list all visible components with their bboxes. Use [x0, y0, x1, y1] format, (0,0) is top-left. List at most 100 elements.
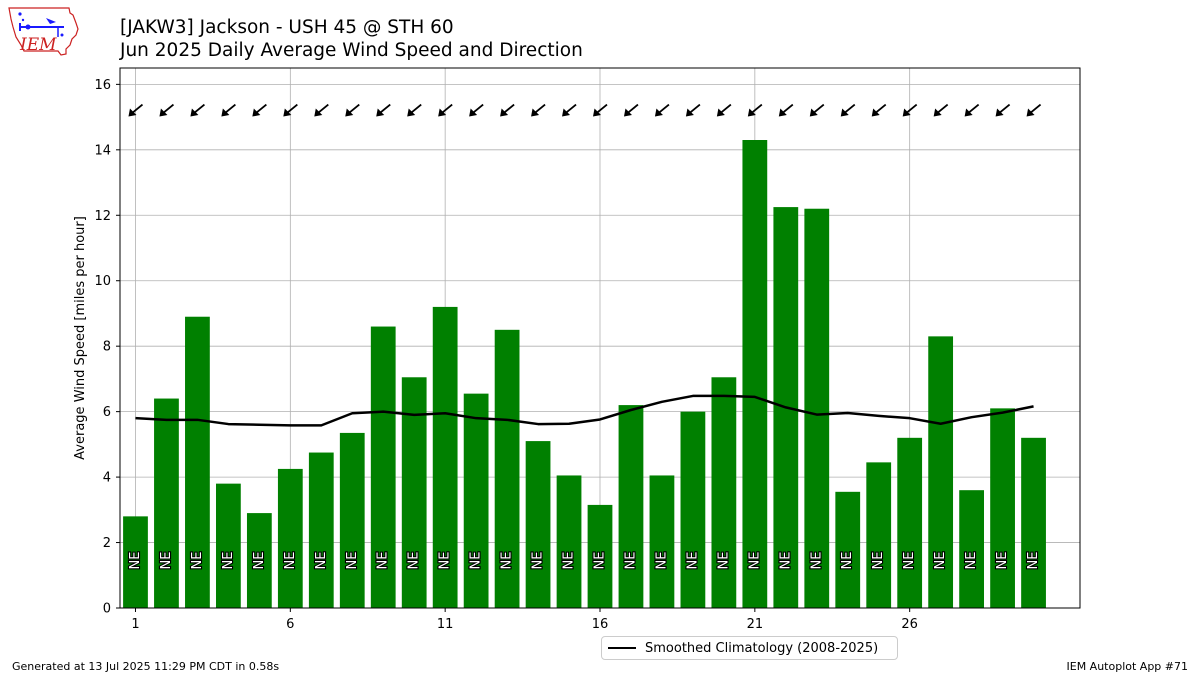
wind-speed-bar: [370, 326, 396, 608]
direction-arrow: [314, 103, 329, 117]
x-tick-label: 6: [286, 617, 294, 632]
direction-arrow: [623, 103, 639, 117]
direction-label: NE: [190, 552, 205, 570]
wind-speed-bar: [185, 316, 210, 608]
direction-arrow-head: [128, 108, 137, 117]
y-tick-label: 6: [103, 405, 111, 420]
legend-line-swatch: [608, 647, 636, 649]
wind-speed-bar: [711, 377, 737, 608]
footer-generated-timestamp: Generated at 13 Jul 2025 11:29 PM CDT in…: [12, 660, 280, 673]
direction-arrow-head: [314, 108, 323, 117]
direction-arrow-head: [933, 108, 942, 117]
direction-arrow: [685, 103, 701, 117]
direction-arrow: [531, 103, 546, 117]
wind-speed-bar: [928, 336, 954, 608]
direction-arrow-head: [376, 108, 385, 117]
direction-label: NE: [840, 552, 855, 570]
climatology-line: [135, 394, 1034, 427]
iem-logo: IEM: [6, 5, 82, 63]
wind-speed-bar: [401, 377, 427, 608]
direction-label: NE: [778, 552, 793, 570]
direction-arrow: [809, 103, 825, 117]
direction-arrow-head: [778, 108, 787, 117]
y-tick-label: 2: [103, 536, 111, 551]
direction-label: NE: [469, 552, 484, 570]
direction-arrow: [778, 103, 794, 117]
y-tick-label: 0: [103, 602, 111, 617]
direction-arrow: [252, 103, 267, 117]
direction-label: NE: [593, 552, 608, 570]
direction-label: NE: [654, 552, 669, 570]
wind-speed-bar: [432, 306, 458, 608]
direction-label: NE: [252, 552, 267, 570]
wind-speed-bar: [1021, 437, 1046, 608]
direction-arrow: [933, 103, 949, 117]
wind-speed-bar: [990, 408, 1015, 608]
wind-speed-bar: [804, 208, 830, 608]
direction-label: NE: [933, 552, 948, 570]
direction-label: NE: [407, 552, 422, 570]
direction-label: NE: [314, 552, 329, 570]
direction-label: NE: [964, 552, 979, 570]
y-axis-ticks: 0 2 4 6 8 10 12 14 16: [94, 78, 120, 617]
direction-label: NE: [531, 552, 546, 570]
chart-legend: Smoothed Climatology (2008-2025): [601, 636, 898, 660]
x-tick-label: 16: [592, 617, 609, 632]
direction-arrow: [593, 103, 608, 117]
wind-speed-bar: [618, 405, 644, 608]
direction-arrow-head: [190, 108, 199, 117]
wind-speed-bar: [587, 504, 613, 608]
direction-arrow: [221, 103, 236, 117]
direction-arrow: [159, 103, 175, 117]
direction-label: NE: [376, 552, 391, 570]
direction-label: NE: [995, 552, 1010, 570]
direction-arrow: [376, 103, 391, 117]
x-tick-label: 11: [437, 617, 454, 632]
x-tick-label: 26: [901, 617, 918, 632]
wind-speed-bar: [277, 468, 303, 608]
direction-label: NE: [685, 552, 700, 570]
direction-label: NE: [809, 552, 824, 570]
direction-arrow: [902, 103, 918, 117]
direction-arrow: [283, 103, 298, 117]
direction-label: NE: [221, 552, 236, 570]
direction-arrow-head: [685, 108, 694, 117]
direction-arrow-head: [871, 108, 880, 117]
direction-arrow-head: [747, 108, 756, 117]
y-tick-label: 8: [103, 340, 111, 355]
direction-label: NE: [871, 552, 886, 570]
direction-label: NE: [128, 552, 143, 570]
direction-arrow-head: [809, 108, 818, 117]
wind-speed-bar: [742, 140, 768, 608]
wind-speed-bar: [835, 491, 861, 608]
climatology-series: [135, 394, 1034, 427]
direction-arrow: [964, 103, 980, 117]
chart-subtitle: Jun 2025 Daily Average Wind Speed and Di…: [120, 40, 583, 61]
x-tick-label: 21: [747, 617, 764, 632]
wind-speed-bar: [246, 513, 272, 608]
legend-label-climatology: Smoothed Climatology (2008-2025): [645, 640, 879, 656]
wind-speed-bar: [494, 329, 520, 608]
direction-arrow: [469, 103, 484, 117]
direction-label: NE: [159, 552, 174, 570]
y-tick-label: 10: [94, 274, 111, 289]
direction-labels: NE NE NE NE NE NE NE NE NE NE NE NE NE NE NE NE NE NE NE NE…: [127, 550, 1042, 570]
direction-arrow-head: [221, 108, 230, 117]
direction-arrow-head: [1026, 108, 1035, 117]
direction-arrows: [128, 103, 1042, 117]
direction-arrow: [654, 103, 670, 117]
direction-arrow-head: [283, 108, 292, 117]
direction-label: NE: [716, 552, 731, 570]
svg-text:IEM: IEM: [19, 35, 57, 55]
direction-label: NE: [747, 552, 762, 570]
wind-speed-bar: [866, 462, 892, 608]
y-tick-label: 12: [94, 209, 111, 224]
direction-arrow-head: [562, 108, 571, 117]
direction-arrow: [345, 103, 360, 117]
wind-speed-bar: [556, 475, 582, 608]
direction-label: NE: [345, 552, 360, 570]
direction-arrow-head: [654, 108, 663, 117]
direction-arrow: [716, 103, 732, 117]
wind-speed-bar: [216, 483, 241, 608]
direction-arrow: [407, 103, 422, 117]
